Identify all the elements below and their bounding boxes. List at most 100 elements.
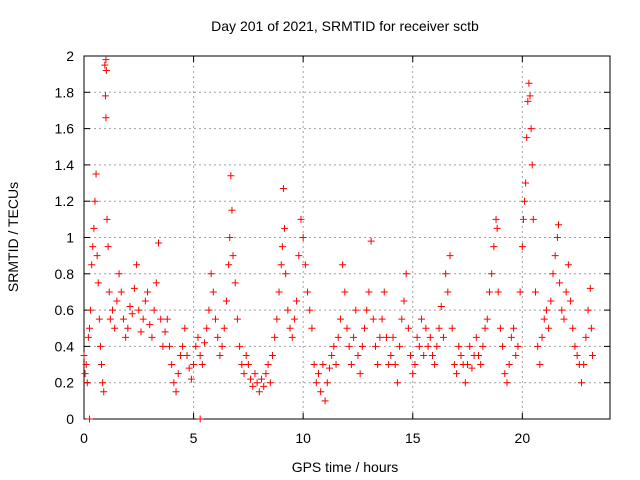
data-point bbox=[284, 306, 292, 314]
data-point bbox=[260, 382, 268, 390]
data-point bbox=[505, 361, 513, 369]
data-point bbox=[330, 342, 338, 350]
data-point bbox=[336, 315, 344, 323]
data-point bbox=[514, 342, 522, 350]
data-point bbox=[407, 351, 415, 359]
data-point bbox=[207, 270, 215, 278]
data-point bbox=[226, 234, 234, 241]
data-point bbox=[95, 315, 103, 323]
data-point bbox=[573, 351, 581, 359]
data-point bbox=[534, 342, 542, 350]
data-point bbox=[157, 315, 165, 323]
y-axis-title: SRMTID / TECUs bbox=[5, 182, 21, 292]
data-point bbox=[251, 370, 259, 378]
data-point bbox=[85, 415, 93, 423]
data-point bbox=[101, 92, 109, 100]
data-point bbox=[481, 324, 489, 332]
data-point bbox=[190, 361, 198, 369]
data-point bbox=[146, 321, 154, 329]
data-point bbox=[536, 361, 544, 369]
data-point bbox=[553, 234, 561, 241]
data-point bbox=[103, 215, 111, 223]
data-point bbox=[98, 361, 106, 369]
x-tick-label: 0 bbox=[80, 430, 88, 446]
data-point bbox=[521, 197, 529, 205]
x-tick-label: 5 bbox=[190, 430, 198, 446]
data-point bbox=[80, 351, 88, 359]
data-point bbox=[315, 370, 323, 378]
data-point bbox=[411, 361, 419, 369]
data-point bbox=[374, 361, 382, 369]
y-tick-label: 1.4 bbox=[55, 157, 75, 173]
data-point bbox=[538, 333, 546, 341]
data-point bbox=[100, 388, 108, 396]
y-tick-label: 0.4 bbox=[55, 338, 75, 354]
data-point bbox=[196, 415, 204, 423]
data-point bbox=[354, 351, 362, 359]
chart-title: Day 201 of 2021, SRMTID for receiver sct… bbox=[211, 18, 479, 34]
data-point bbox=[442, 270, 450, 278]
data-point bbox=[236, 342, 244, 350]
ticks: 00.20.40.60.811.21.41.61.820 5 10 15 20 bbox=[55, 48, 610, 446]
data-point bbox=[402, 270, 410, 278]
data-point bbox=[181, 324, 189, 332]
data-point bbox=[334, 333, 342, 341]
data-point bbox=[88, 261, 96, 269]
data-point bbox=[477, 361, 485, 369]
data-point bbox=[218, 342, 226, 350]
data-point bbox=[115, 270, 123, 278]
data-point bbox=[297, 215, 305, 223]
data-point bbox=[582, 333, 590, 341]
data-point bbox=[398, 315, 406, 323]
x-tick-label: 10 bbox=[295, 430, 311, 446]
data-point bbox=[192, 342, 200, 350]
data-point bbox=[281, 224, 289, 232]
y-tick-label: 0.8 bbox=[55, 266, 75, 282]
data-point bbox=[341, 288, 349, 296]
data-point bbox=[247, 375, 255, 383]
data-point bbox=[345, 342, 353, 350]
y-tick-label: 0.2 bbox=[55, 375, 75, 391]
data-point bbox=[439, 333, 447, 341]
y-tick-label: 2 bbox=[66, 48, 74, 64]
data-point bbox=[275, 288, 283, 296]
data-point bbox=[312, 379, 320, 387]
data-point bbox=[108, 306, 116, 314]
data-point bbox=[201, 339, 209, 347]
data-point bbox=[216, 351, 224, 359]
data-point bbox=[126, 302, 134, 310]
data-point bbox=[328, 351, 336, 359]
data-point bbox=[288, 333, 296, 341]
data-point bbox=[518, 243, 526, 251]
data-point bbox=[155, 239, 163, 247]
data-point bbox=[418, 315, 426, 323]
data-point bbox=[472, 333, 480, 341]
grid bbox=[84, 56, 610, 419]
y-tick-label: 1.8 bbox=[55, 84, 75, 100]
data-point bbox=[347, 361, 355, 369]
data-point bbox=[89, 243, 97, 251]
data-point bbox=[528, 161, 536, 169]
data-point bbox=[435, 324, 443, 332]
data-point bbox=[172, 388, 180, 396]
data-point bbox=[542, 306, 550, 314]
data-point bbox=[290, 315, 298, 323]
data-points bbox=[80, 56, 596, 423]
data-point bbox=[339, 261, 347, 269]
data-point bbox=[113, 297, 121, 305]
data-point bbox=[84, 333, 92, 341]
data-point bbox=[165, 342, 173, 350]
data-point bbox=[187, 375, 195, 383]
plot-frame bbox=[83, 55, 611, 420]
data-point bbox=[522, 179, 530, 187]
data-point bbox=[371, 342, 379, 350]
y-tick-label: 1.2 bbox=[55, 193, 75, 209]
data-point bbox=[277, 261, 285, 269]
data-point bbox=[258, 375, 266, 383]
data-point bbox=[475, 351, 482, 359]
data-point bbox=[466, 342, 474, 350]
data-point bbox=[507, 333, 515, 341]
data-point bbox=[422, 324, 430, 332]
data-point bbox=[87, 306, 95, 314]
data-point bbox=[415, 342, 423, 350]
